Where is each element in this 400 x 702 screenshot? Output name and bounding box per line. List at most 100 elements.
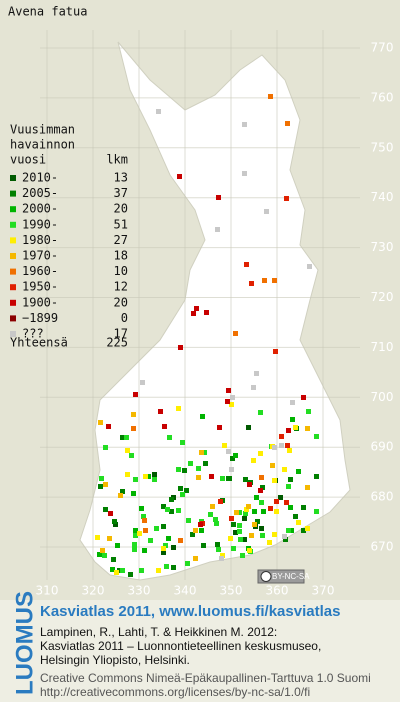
legend-swatch	[10, 253, 16, 259]
occurrence-square	[242, 122, 247, 127]
occurrence-square	[154, 526, 159, 531]
occurrence-square	[164, 564, 169, 569]
occurrence-square	[167, 435, 172, 440]
occurrence-square	[230, 456, 235, 461]
legend-heading: Vuusimman	[10, 123, 75, 137]
y-tick-label: 750	[371, 140, 394, 154]
citation: Kasviatlas 2011 – Luonnontieteellinen ke…	[40, 639, 321, 653]
legend-label: 2000-	[22, 202, 58, 216]
total-count: 225	[106, 336, 128, 350]
occurrence-square	[107, 536, 112, 541]
occurrence-square	[279, 443, 284, 448]
occurrence-group	[97, 414, 301, 572]
occurrence-square	[305, 485, 310, 490]
occurrence-square	[301, 528, 306, 533]
occurrence-square	[233, 453, 238, 458]
occurrence-square	[244, 507, 249, 512]
occurrence-square	[146, 474, 151, 479]
occurrence-square	[242, 171, 247, 176]
occurrence-square	[259, 526, 264, 531]
occurrence-square	[137, 531, 142, 536]
occurrence-square	[132, 547, 137, 552]
occurrence-square	[229, 402, 234, 407]
legend-label: 1900-	[22, 295, 58, 309]
occurrence-square	[125, 448, 130, 453]
occurrence-square	[208, 512, 213, 517]
occurrence-square	[272, 445, 277, 450]
citation: Lampinen, R., Lahti, T. & Heikkinen M. 2…	[40, 625, 277, 639]
occurrence-square	[98, 484, 103, 489]
occurrence-square	[199, 450, 204, 455]
x-tick-label: 340	[174, 584, 197, 598]
y-tick-label: 740	[371, 190, 394, 204]
occurrence-square	[219, 556, 224, 561]
occurrence-square	[260, 485, 265, 490]
occurrence-square	[296, 469, 301, 474]
occurrence-square	[226, 449, 231, 454]
occurrence-square	[158, 409, 163, 414]
occurrence-square	[278, 495, 283, 500]
occurrence-square	[178, 345, 183, 350]
y-tick-label: 710	[371, 340, 394, 354]
occurrence-square	[249, 533, 254, 538]
occurrence-group	[106, 174, 306, 527]
occurrence-square	[286, 428, 291, 433]
x-tick-label: 350	[220, 584, 243, 598]
occurrence-square	[190, 532, 195, 537]
occurrence-square	[260, 533, 265, 538]
legend-count: 37	[114, 186, 128, 200]
occurrence-square	[188, 461, 193, 466]
legend-count-heading: lkm	[106, 153, 128, 167]
x-tick-label: 370	[312, 584, 335, 598]
legend-label: 1950-	[22, 280, 58, 294]
occurrence-square	[227, 476, 232, 481]
occurrence-square	[273, 349, 278, 354]
occurrence-square	[272, 532, 277, 537]
occurrence-square	[133, 477, 138, 482]
occurrence-square	[314, 474, 319, 479]
occurrence-square	[268, 506, 273, 511]
x-tick-label: 320	[82, 584, 105, 598]
legend-swatch	[10, 221, 16, 228]
occurrence-square	[225, 399, 230, 404]
occurrence-square	[132, 542, 137, 547]
occurrence-square	[252, 522, 257, 527]
legend-swatch	[10, 206, 16, 213]
y-tick-label: 670	[371, 540, 394, 554]
occurrence-square	[282, 534, 287, 539]
occurrence-square	[229, 516, 234, 521]
occurrence-square	[305, 426, 310, 431]
occurrence-square	[180, 492, 185, 497]
occurrence-group	[140, 109, 312, 561]
occurrence-square	[143, 528, 148, 533]
occurrence-square	[161, 504, 166, 509]
legend-label: 2010-	[22, 171, 58, 185]
occurrence-square	[117, 568, 122, 573]
y-tick-label: 770	[371, 41, 394, 55]
occurrence-square	[288, 505, 293, 510]
occurrence-square	[102, 553, 107, 558]
occurrence-square	[177, 174, 182, 179]
occurrences	[95, 94, 319, 577]
occurrence-square	[218, 499, 223, 504]
occurrence-square	[314, 434, 319, 439]
occurrence-square	[111, 557, 116, 562]
occurrence-square	[128, 572, 133, 577]
footer-background	[0, 600, 400, 702]
occurrence-square	[99, 476, 104, 481]
occurrence-square	[284, 196, 289, 201]
legend-count: 12	[114, 280, 128, 294]
occurrence-square	[120, 435, 125, 440]
citation: Helsingin Yliopisto, Helsinki.	[40, 653, 190, 667]
occurrence-square	[215, 542, 220, 547]
occurrence-group	[98, 412, 310, 561]
legend-label: 1960-	[22, 264, 58, 278]
occurrence-square	[184, 488, 189, 493]
occurrence-square	[242, 516, 247, 521]
occurrence-square	[264, 209, 269, 214]
occurrence-square	[185, 561, 190, 566]
occurrence-square	[139, 568, 144, 573]
occurrence-square	[178, 486, 183, 491]
occurrence-square	[203, 461, 208, 466]
